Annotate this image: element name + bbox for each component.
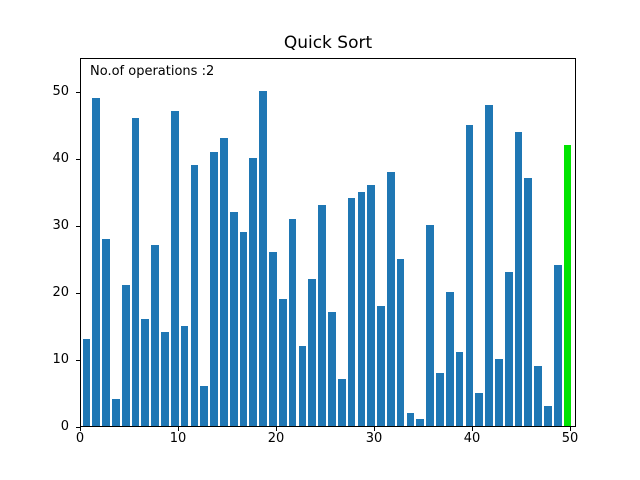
bar	[406, 412, 415, 426]
y-tick-mark	[76, 292, 80, 294]
bar	[308, 278, 317, 426]
bar	[318, 205, 326, 426]
x-tick-label: 10	[169, 431, 187, 446]
bar	[190, 165, 199, 426]
bar	[298, 345, 307, 426]
bar	[288, 218, 297, 426]
x-tick-label: 0	[75, 431, 85, 446]
bar	[416, 419, 425, 426]
bar-highlighted	[563, 144, 572, 426]
bar	[239, 231, 248, 426]
bar	[141, 318, 150, 426]
bar	[514, 131, 523, 426]
bar	[328, 312, 336, 426]
bar	[82, 339, 91, 426]
bar	[534, 365, 542, 426]
y-tick-mark	[76, 359, 80, 361]
bar	[347, 198, 356, 426]
chart-title: Quick Sort	[283, 33, 373, 53]
bar	[367, 185, 376, 426]
x-tick-label: 50	[561, 431, 579, 446]
bar	[92, 98, 101, 426]
bar	[475, 392, 484, 426]
x-tick-mark	[276, 427, 277, 431]
x-tick-label: 20	[267, 431, 285, 446]
bar	[377, 305, 385, 426]
bar	[465, 124, 474, 426]
bar	[357, 191, 366, 426]
bar	[455, 352, 464, 426]
bar	[121, 285, 130, 426]
bar	[161, 332, 169, 426]
x-tick-mark	[80, 427, 81, 431]
y-tick-label: 50	[52, 84, 69, 100]
y-tick-label: 20	[52, 285, 69, 301]
bar	[553, 265, 562, 426]
bar	[337, 379, 346, 426]
bar	[259, 91, 268, 426]
bar	[220, 138, 228, 426]
bar	[396, 258, 405, 426]
y-tick-label: 30	[52, 218, 69, 234]
x-tick-mark	[472, 427, 473, 431]
bar	[445, 292, 454, 426]
x-tick-mark	[178, 427, 179, 431]
bar	[504, 272, 513, 426]
bar	[151, 245, 159, 426]
bar	[229, 211, 238, 426]
x-tick-mark	[570, 427, 571, 431]
plot-area: No.of operations :2	[80, 58, 576, 427]
y-tick-label: 10	[52, 352, 69, 368]
x-tick-label: 40	[463, 431, 481, 446]
bar	[112, 399, 120, 426]
bar	[436, 372, 444, 426]
bar	[278, 298, 287, 426]
bar	[180, 325, 189, 426]
bar	[102, 238, 110, 426]
bar	[200, 385, 209, 426]
y-tick-label: 0	[60, 419, 69, 434]
x-tick-label: 30	[365, 431, 383, 446]
y-tick-mark	[76, 158, 80, 160]
y-tick-mark	[76, 426, 80, 428]
y-tick-mark	[76, 91, 80, 93]
bar	[269, 252, 277, 426]
bar	[210, 151, 218, 426]
y-tick-label: 40	[52, 151, 69, 167]
bar	[386, 171, 395, 426]
bar	[170, 111, 179, 426]
bar	[494, 359, 503, 426]
operations-annotation: No.of operations :2	[90, 64, 215, 79]
y-tick-mark	[76, 225, 80, 227]
bar	[485, 104, 493, 426]
bar	[131, 118, 140, 426]
bar	[544, 405, 552, 426]
bar	[426, 225, 434, 426]
bar	[524, 178, 533, 426]
bar	[249, 158, 258, 426]
x-tick-mark	[374, 427, 375, 431]
